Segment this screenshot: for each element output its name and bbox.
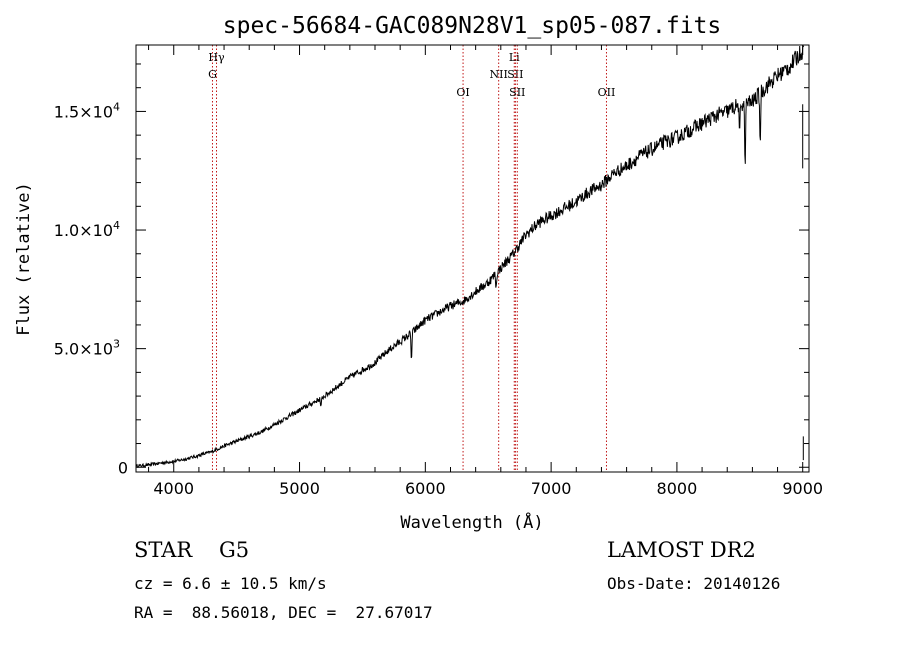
coordinates-info: RA = 88.56018, DEC = 27.67017: [134, 603, 433, 622]
line-label-g: G: [208, 68, 217, 81]
line-label-oi: OI: [456, 86, 469, 99]
line-label-li: Li: [509, 51, 520, 64]
x-tick-label: 4000: [153, 479, 194, 498]
y-tick-exponent: 4: [113, 100, 120, 113]
y-tick-label: 1.5×104: [54, 100, 120, 121]
object-class-info: STAR G5: [134, 538, 249, 562]
y-tick-exponent: 4: [113, 219, 120, 232]
x-axis-label: Wavelength (Å): [400, 511, 543, 533]
redshift-info: cz = 6.6 ± 10.5 km/s: [134, 574, 327, 593]
y-axis-label: Flux (relative): [14, 182, 34, 336]
x-tick-label: 7000: [531, 479, 572, 498]
object-class: STAR: [134, 538, 193, 562]
y-tick-label: 1.0×104: [54, 219, 120, 240]
x-tick-label: 6000: [405, 479, 446, 498]
y-tick-label: 0: [118, 458, 128, 477]
object-subclass: G5: [218, 538, 250, 562]
x-tick-label: 5000: [279, 479, 320, 498]
line-label-nii: NII: [490, 68, 508, 81]
survey-name: LAMOST DR2: [607, 538, 756, 562]
observation-date: Obs-Date: 20140126: [607, 574, 781, 593]
spectrum-line: [135, 45, 805, 468]
line-label-sii: SII: [507, 68, 523, 81]
x-tick-label: 9000: [782, 479, 823, 498]
line-label-sii: SII: [509, 86, 525, 99]
chart-title: spec-56684-GAC089N28V1_sp05-087.fits: [223, 13, 722, 39]
plot-frame: [135, 44, 810, 473]
axes: 4000 5000 6000 7000 8000 9000 0 5.0×103 1.0×104 1…: [54, 45, 823, 498]
line-label-oii: OII: [598, 86, 616, 99]
line-label-hγ: Hγ: [208, 51, 225, 64]
y-tick-label: 5.0×103: [54, 338, 120, 359]
x-tick-label: 8000: [657, 479, 698, 498]
y-tick-exponent: 3: [113, 338, 120, 351]
